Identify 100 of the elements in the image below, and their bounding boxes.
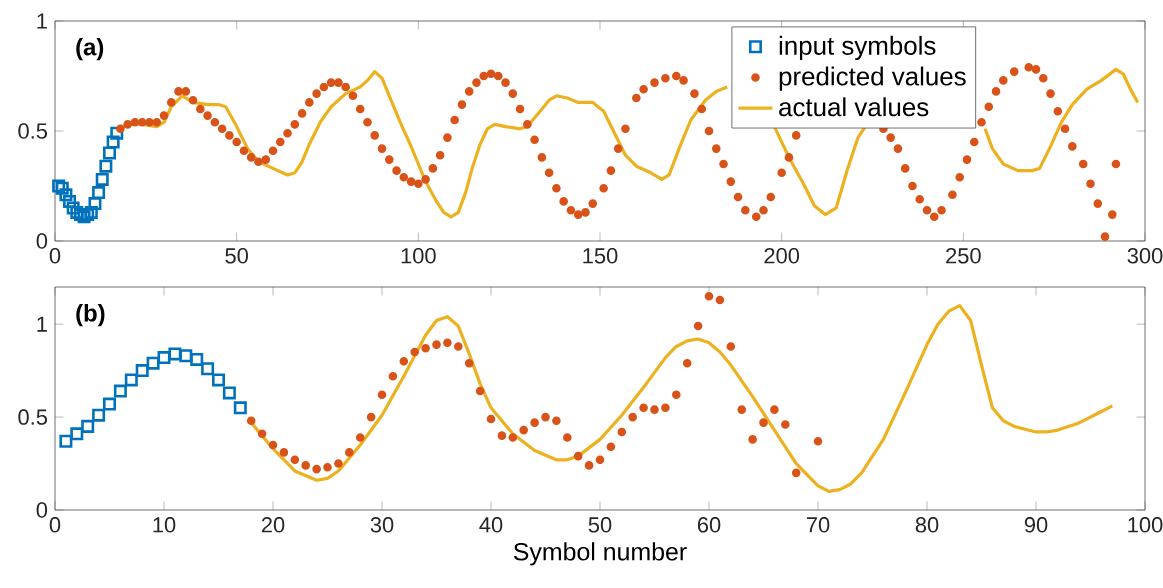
point — [168, 347, 182, 361]
point — [366, 412, 376, 422]
x-tick-label: 20 — [261, 517, 285, 533]
point — [77, 210, 91, 224]
point — [124, 373, 138, 387]
point — [497, 431, 507, 440]
point — [584, 461, 594, 470]
x-tick-label: 30 — [370, 517, 394, 533]
x-tick-label: 200 — [764, 248, 800, 264]
point — [737, 405, 747, 414]
point — [726, 342, 736, 351]
point — [257, 429, 267, 439]
point — [704, 291, 714, 301]
point — [454, 342, 463, 351]
point — [541, 412, 550, 422]
point — [715, 295, 725, 305]
point — [233, 401, 247, 415]
x-tick-label: 250 — [946, 248, 981, 264]
point — [103, 397, 116, 411]
point — [157, 351, 171, 365]
point — [355, 433, 365, 442]
x-tick-label: 40 — [479, 517, 503, 533]
point — [377, 390, 387, 400]
point — [222, 386, 236, 400]
y-tick-label: 0.5 — [18, 123, 48, 139]
point — [59, 188, 73, 202]
point — [92, 408, 106, 422]
point — [421, 344, 430, 353]
point — [290, 455, 300, 465]
point — [59, 434, 73, 448]
x-tick-label: 0 — [49, 248, 61, 264]
annotation: (a) — [76, 37, 104, 61]
point — [110, 126, 124, 140]
point — [63, 194, 77, 208]
point — [201, 362, 215, 376]
point — [682, 358, 692, 368]
x-tick-label: 60 — [697, 517, 721, 533]
point — [486, 414, 496, 424]
point — [464, 358, 474, 368]
point — [81, 419, 95, 433]
y-tick-label: 0.5 — [18, 409, 48, 425]
point — [672, 390, 681, 400]
y-tick-label: 0 — [36, 502, 48, 518]
point — [650, 405, 659, 414]
point — [312, 464, 321, 474]
point — [443, 338, 452, 348]
point — [66, 201, 80, 215]
point — [146, 356, 160, 370]
point — [388, 371, 398, 381]
x-tick-label: 100 — [401, 248, 436, 264]
legend-label: input symbols — [779, 35, 936, 60]
point — [748, 435, 757, 444]
x-tick-label: 150 — [583, 248, 618, 264]
y-tick-label: 1 — [37, 316, 47, 332]
point — [279, 448, 289, 457]
point — [770, 405, 779, 414]
point — [106, 135, 120, 149]
point — [410, 347, 419, 357]
point — [781, 420, 790, 429]
x-tick-label: 0 — [49, 517, 61, 533]
point — [99, 159, 113, 173]
point — [475, 386, 485, 396]
point — [334, 459, 343, 468]
point — [432, 340, 441, 349]
point — [113, 384, 127, 398]
point — [552, 416, 561, 426]
point — [791, 468, 801, 478]
point — [563, 433, 572, 442]
x-tick-label: 80 — [915, 517, 939, 533]
point — [530, 418, 539, 427]
point — [323, 462, 332, 472]
x-tick-label: 50 — [588, 517, 612, 533]
point — [179, 349, 193, 363]
point — [693, 321, 703, 331]
point — [246, 416, 256, 426]
point — [88, 197, 102, 211]
point — [103, 146, 116, 160]
point — [345, 448, 354, 457]
point — [399, 357, 409, 366]
point — [606, 442, 616, 452]
x-tick-label: 100 — [1128, 517, 1163, 533]
x-tick-label: 70 — [806, 517, 830, 533]
annotation: (b) — [76, 304, 105, 327]
point — [190, 352, 204, 366]
point — [519, 425, 528, 435]
y-tick-label: 1 — [37, 13, 47, 29]
point — [212, 373, 225, 387]
point — [661, 403, 670, 413]
point — [628, 412, 637, 422]
point — [595, 455, 605, 465]
point — [301, 461, 310, 470]
y-tick-label: 0 — [36, 233, 48, 249]
x-axis-title: Symbol number — [513, 542, 687, 566]
x-tick-label: 90 — [1024, 517, 1048, 533]
x-tick-label: 10 — [153, 517, 176, 533]
point — [268, 440, 278, 450]
point — [92, 186, 106, 200]
x-tick-label: 300 — [1127, 248, 1163, 264]
point — [508, 433, 518, 442]
point — [70, 427, 84, 441]
